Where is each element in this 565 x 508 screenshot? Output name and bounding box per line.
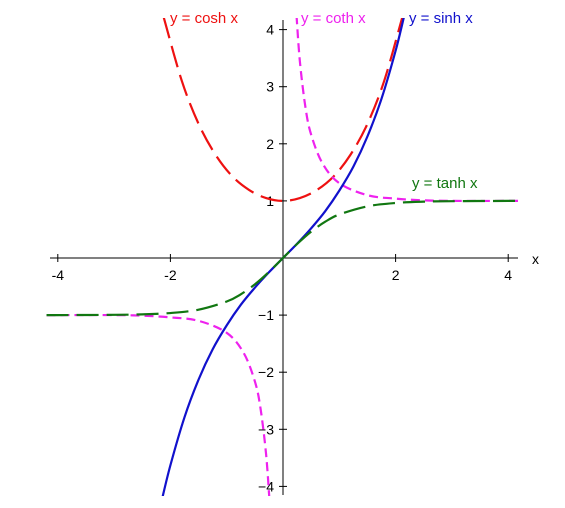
y-tick-label: 2 bbox=[266, 136, 274, 152]
sinh-label: y = sinh x bbox=[409, 10, 473, 27]
x-tick-label: 2 bbox=[392, 267, 400, 283]
x-tick-label: 4 bbox=[504, 267, 512, 283]
coth-label: y = coth x bbox=[301, 10, 366, 27]
tanh-label: y = tanh x bbox=[412, 175, 478, 192]
y-tick-label: −4 bbox=[258, 478, 274, 494]
y-tick-label: 4 bbox=[266, 22, 274, 38]
y-tick-label: −3 bbox=[258, 421, 274, 437]
y-axis-ticks: −4 −3 −2 −1 1 2 3 4 bbox=[258, 22, 287, 494]
y-tick-label: −1 bbox=[258, 307, 274, 323]
coth-curve bbox=[295, 18, 520, 203]
coth-curve bbox=[46, 313, 271, 496]
x-tick-label: -4 bbox=[52, 267, 65, 283]
x-axis-ticks: -4 -2 2 4 bbox=[52, 254, 512, 283]
x-tick-label: -2 bbox=[164, 267, 177, 283]
cosh-curve bbox=[162, 18, 404, 203]
y-tick-label: −2 bbox=[258, 364, 274, 380]
y-tick-label: 1 bbox=[266, 193, 274, 209]
y-tick-label: 3 bbox=[266, 79, 274, 95]
curves bbox=[46, 18, 520, 496]
tanh-curve bbox=[46, 199, 520, 317]
x-axis-label: x bbox=[532, 251, 539, 267]
cosh-label: y = cosh x bbox=[170, 10, 238, 27]
